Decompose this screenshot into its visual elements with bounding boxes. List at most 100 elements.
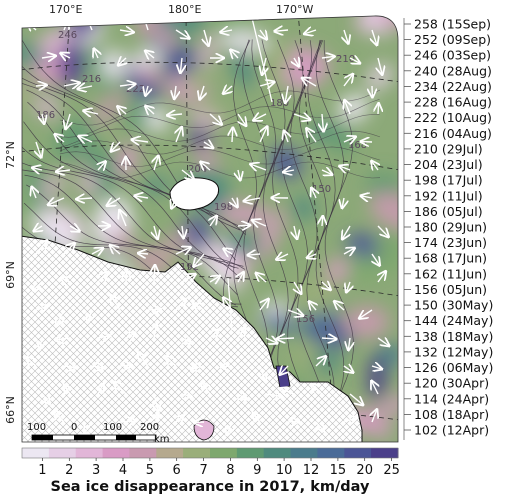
legend-date-label: 246 (03Sep) <box>414 48 491 63</box>
drift-arrow <box>294 281 301 294</box>
colorbar-cell <box>22 448 50 458</box>
drift-arrow <box>209 276 220 282</box>
drift-arrow <box>311 384 323 395</box>
drift-arrow <box>371 366 382 369</box>
colorbar-cell <box>290 448 318 458</box>
drift-arrow <box>111 141 121 152</box>
colorbar-tick-label: 5 <box>146 463 154 478</box>
drift-arrow <box>126 333 136 338</box>
colorbar-tick-label: 4 <box>119 463 127 478</box>
drift-arrow <box>181 169 194 180</box>
legend-date-label: 198 (17Jul) <box>414 173 483 188</box>
drift-arrow <box>339 166 351 170</box>
drift-arrow <box>42 393 50 404</box>
drift-arrow <box>378 57 382 75</box>
drift-arrow <box>117 106 126 114</box>
drift-track <box>251 17 273 103</box>
colorbar-tick-label: 9 <box>253 463 261 478</box>
drift-arrow <box>42 113 44 124</box>
lat-label-66n: 66°N <box>4 396 17 424</box>
drift-arrow <box>377 338 389 346</box>
drift-arrow <box>377 225 389 237</box>
drift-arrow <box>280 366 288 375</box>
drift-arrow <box>97 272 108 283</box>
contour-label: 246 <box>58 30 77 41</box>
drift-arrow <box>193 304 205 311</box>
lat-label-72n: 72°N <box>4 141 17 169</box>
drift-arrow <box>32 187 36 199</box>
legend-date-label: 156 (05Jun) <box>414 282 487 297</box>
colorbar-tick-label: 10 <box>276 463 293 478</box>
drift-arrow <box>56 170 71 172</box>
drift-arrow <box>111 295 121 311</box>
drift-arrow <box>343 74 353 87</box>
drift-arrow <box>154 324 156 339</box>
scale-bar: 100 0 100 200 km <box>27 422 170 445</box>
drift-arrow <box>279 388 295 394</box>
drift-arrow <box>180 57 182 73</box>
colorbar-tick-label: 2 <box>65 463 73 478</box>
colorbar-cell <box>183 448 211 458</box>
drift-arrow <box>238 327 245 339</box>
drift-arrow <box>35 240 47 255</box>
scale-label-100: 100 <box>103 422 122 433</box>
drift-arrow <box>238 113 246 126</box>
drift-arrow <box>372 253 380 266</box>
legend-date-label: 120 (30Apr) <box>414 376 489 391</box>
drift-arrow <box>191 366 205 369</box>
drift-arrow <box>277 338 295 339</box>
legend-date-label: 204 (23Jul) <box>414 157 483 172</box>
drift-arrow <box>35 306 49 310</box>
colorbar-cell <box>102 448 130 458</box>
contour-label: 186 <box>36 110 55 121</box>
drift-arrow <box>48 198 65 205</box>
drift-arrow <box>232 198 238 207</box>
drift-arrows <box>26 15 390 435</box>
legend-date-label: 138 (18May) <box>414 329 493 344</box>
drift-arrow <box>69 226 80 231</box>
drift-arrow <box>167 114 183 115</box>
legend-date-label: 216 (04Aug) <box>414 126 492 141</box>
drift-arrow <box>84 421 92 434</box>
drift-arrow <box>98 161 106 170</box>
drift-arrow <box>114 382 127 395</box>
drift-arrow <box>321 56 335 58</box>
drift-arrow <box>94 49 98 59</box>
drift-arrow <box>200 85 204 100</box>
legend-date-label: 108 (18Apr) <box>414 407 489 422</box>
drift-track <box>227 277 233 331</box>
drift-arrow <box>260 126 267 143</box>
legend-date-label: 174 (23Jun) <box>414 235 487 250</box>
colorbar-cell <box>371 448 399 458</box>
drift-arrow <box>223 86 232 94</box>
drift-arrow <box>287 421 299 422</box>
legend-date-label: 132 (12May) <box>414 344 493 359</box>
drift-arrow <box>194 253 205 267</box>
lon-label-170w: 170°W <box>276 3 313 16</box>
drift-arrow <box>154 265 155 283</box>
drift-arrow <box>53 411 65 423</box>
drift-arrow <box>56 309 65 326</box>
colorbar-cell <box>156 448 184 458</box>
drift-arrow <box>253 114 267 121</box>
drift-arrow <box>76 198 93 199</box>
drift-arrow <box>63 366 77 368</box>
drift-arrow <box>304 30 317 34</box>
drift-arrow <box>343 248 355 254</box>
contour-label: 192 <box>180 262 199 273</box>
drift-arrow <box>66 113 71 129</box>
drift-arrow <box>238 272 244 283</box>
scale-label-0: 0 <box>71 422 77 433</box>
drift-arrow <box>60 53 70 58</box>
drift-arrow <box>147 309 161 310</box>
legend-date-label: 258 (15Sep) <box>414 17 491 32</box>
drift-arrow <box>204 29 209 46</box>
drift-arrow <box>260 299 269 311</box>
drift-arrow <box>307 254 316 258</box>
legend-date-label: 234 (22Aug) <box>414 79 492 94</box>
scale-label-100-left: 100 <box>27 422 46 433</box>
drift-arrow <box>176 127 182 143</box>
drift-arrow <box>119 84 136 86</box>
legend-date-label: 186 (05Jul) <box>414 204 483 219</box>
